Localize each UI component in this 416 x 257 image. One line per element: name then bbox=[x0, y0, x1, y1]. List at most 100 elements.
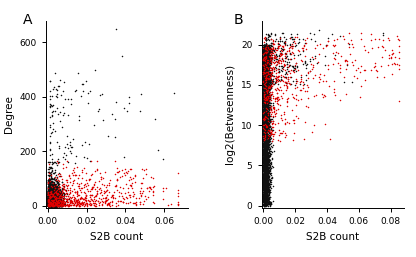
Point bbox=[265, 48, 271, 52]
Point bbox=[275, 87, 282, 91]
Point bbox=[53, 201, 59, 205]
Point bbox=[50, 171, 57, 175]
Point bbox=[262, 88, 269, 93]
Point bbox=[47, 195, 53, 199]
Point bbox=[49, 201, 56, 205]
Point bbox=[260, 203, 267, 207]
Point bbox=[261, 83, 268, 87]
Point bbox=[260, 94, 267, 98]
Point bbox=[47, 204, 54, 208]
Point bbox=[47, 200, 54, 205]
Point bbox=[52, 191, 59, 195]
Point bbox=[50, 192, 56, 196]
Point bbox=[54, 202, 61, 206]
Point bbox=[52, 186, 58, 190]
Point bbox=[280, 109, 287, 114]
Point bbox=[56, 201, 62, 205]
Point bbox=[265, 53, 272, 58]
Point bbox=[263, 149, 270, 153]
Point bbox=[260, 201, 267, 206]
Point bbox=[45, 196, 52, 200]
Point bbox=[262, 47, 269, 51]
Point bbox=[260, 114, 267, 118]
Point bbox=[270, 105, 277, 109]
Point bbox=[47, 192, 53, 196]
Point bbox=[46, 197, 52, 201]
Point bbox=[262, 89, 269, 93]
Point bbox=[286, 63, 293, 67]
Point bbox=[48, 192, 54, 196]
Point bbox=[47, 198, 54, 202]
Point bbox=[57, 201, 63, 205]
Point bbox=[261, 160, 267, 164]
Point bbox=[278, 39, 285, 43]
Point bbox=[261, 56, 268, 60]
Point bbox=[262, 182, 268, 187]
Point bbox=[262, 69, 268, 73]
Point bbox=[261, 172, 267, 176]
Point bbox=[50, 190, 56, 194]
Point bbox=[260, 80, 267, 84]
Point bbox=[47, 199, 53, 203]
Point bbox=[265, 96, 272, 100]
Point bbox=[262, 108, 268, 113]
Point bbox=[263, 59, 270, 63]
Point bbox=[278, 88, 285, 92]
Point bbox=[264, 193, 270, 197]
Point bbox=[50, 201, 57, 205]
Point bbox=[260, 107, 267, 111]
Point bbox=[112, 201, 119, 205]
Point bbox=[262, 135, 269, 139]
Point bbox=[261, 195, 268, 199]
Point bbox=[72, 161, 79, 165]
Point bbox=[142, 167, 149, 171]
Point bbox=[48, 199, 55, 204]
Point bbox=[50, 204, 56, 208]
Point bbox=[262, 172, 268, 176]
Point bbox=[81, 185, 87, 189]
Point bbox=[300, 48, 307, 52]
Point bbox=[265, 160, 272, 164]
Point bbox=[261, 159, 268, 163]
Point bbox=[276, 64, 282, 68]
Point bbox=[260, 168, 267, 172]
Point bbox=[52, 191, 59, 195]
Point bbox=[261, 194, 268, 198]
Point bbox=[262, 118, 268, 122]
Point bbox=[45, 190, 52, 194]
Point bbox=[263, 113, 270, 117]
Point bbox=[261, 142, 267, 146]
Point bbox=[50, 200, 57, 204]
Point bbox=[45, 203, 52, 207]
Point bbox=[54, 203, 61, 207]
Point bbox=[47, 194, 53, 198]
Point bbox=[71, 197, 77, 201]
Point bbox=[262, 186, 268, 190]
Point bbox=[261, 66, 267, 70]
Point bbox=[48, 188, 55, 192]
Point bbox=[262, 201, 268, 205]
Point bbox=[261, 94, 267, 98]
Point bbox=[52, 203, 58, 207]
Point bbox=[260, 120, 267, 124]
Point bbox=[262, 45, 269, 49]
Point bbox=[261, 82, 267, 87]
Point bbox=[332, 53, 339, 57]
Point bbox=[260, 116, 267, 121]
Point bbox=[51, 204, 57, 208]
Point bbox=[268, 70, 275, 75]
Point bbox=[47, 204, 53, 208]
Point bbox=[267, 182, 274, 186]
Point bbox=[52, 203, 58, 207]
Point bbox=[263, 52, 270, 56]
Point bbox=[267, 105, 274, 109]
Point bbox=[262, 145, 269, 149]
Point bbox=[261, 202, 268, 206]
Point bbox=[265, 65, 272, 69]
Point bbox=[55, 203, 62, 207]
Point bbox=[46, 204, 52, 208]
Point bbox=[266, 190, 273, 194]
Point bbox=[54, 203, 61, 207]
Point bbox=[262, 130, 269, 134]
Point bbox=[124, 169, 131, 173]
